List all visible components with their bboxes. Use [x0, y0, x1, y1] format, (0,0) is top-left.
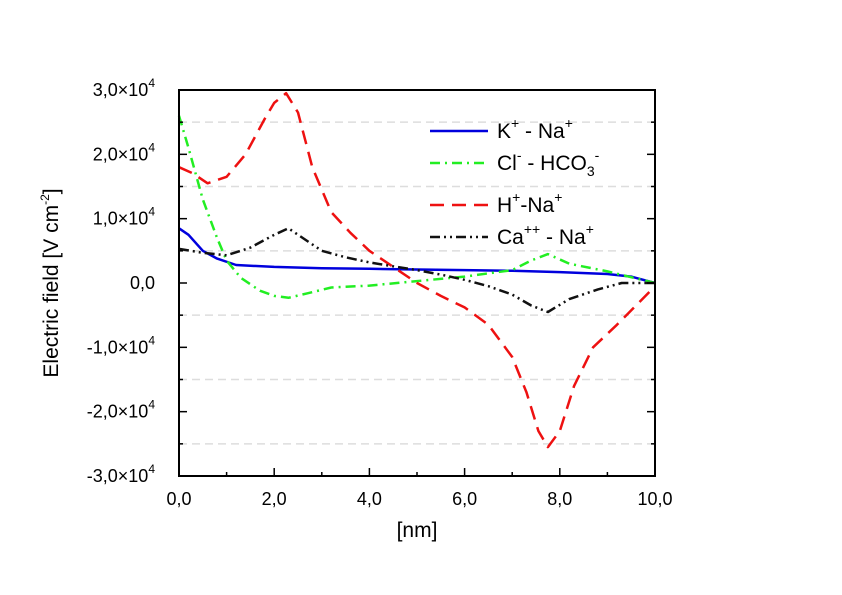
x-axis-ticks: 0,0 2,0 4,0 6,0 8,0 10,0 [166, 468, 673, 509]
x-tick-label: 10,0 [637, 489, 672, 509]
y-axis-title-sup: -2 [38, 194, 52, 205]
x-tick-label: 8,0 [547, 489, 572, 509]
x-axis-title: [nm] [397, 519, 438, 542]
series-line-1 [177, 115, 656, 300]
legend-label-0: K+ - Na+ [497, 115, 573, 143]
legend-label-1: Cl- - HCO3- [497, 147, 600, 179]
x-tick-label: 6,0 [452, 489, 477, 509]
y-axis-title-base: Electric field [V cm [40, 205, 63, 378]
series-layer [177, 91, 656, 449]
y-tick-label: 1,0×104 [93, 205, 156, 229]
reference-lines [179, 121, 655, 445]
y-tick-label: -1,0×104 [87, 333, 156, 357]
series-line-2 [178, 91, 656, 449]
legend-label-2: H+-Na+ [497, 189, 562, 217]
x-tick-label: 0,0 [166, 489, 191, 509]
y-tick-label: 0,0 [130, 273, 155, 293]
series-line-3 [178, 227, 655, 314]
legend-label-3: Ca++ - Na+ [497, 221, 594, 249]
y-tick-label: 2,0×104 [93, 140, 156, 164]
legend: K+ - Na+ Cl- - HCO3- H+-Na+ Ca++ - Na+ [430, 115, 600, 249]
y-tick-label: -2,0×104 [87, 398, 156, 422]
y-tick-label: 3,0×104 [93, 76, 156, 100]
y-axis-title-end: ] [40, 188, 63, 194]
x-tick-label: 4,0 [357, 489, 382, 509]
x-tick-label: 2,0 [262, 489, 287, 509]
y-tick-label: -3,0×104 [87, 462, 156, 486]
y-axis-ticks: 3,0×104 2,0×104 1,0×104 0,0 -1,0×104 -2,0×104… [87, 76, 655, 486]
y-axis-title: Electric field [V cm-2] [38, 188, 63, 377]
